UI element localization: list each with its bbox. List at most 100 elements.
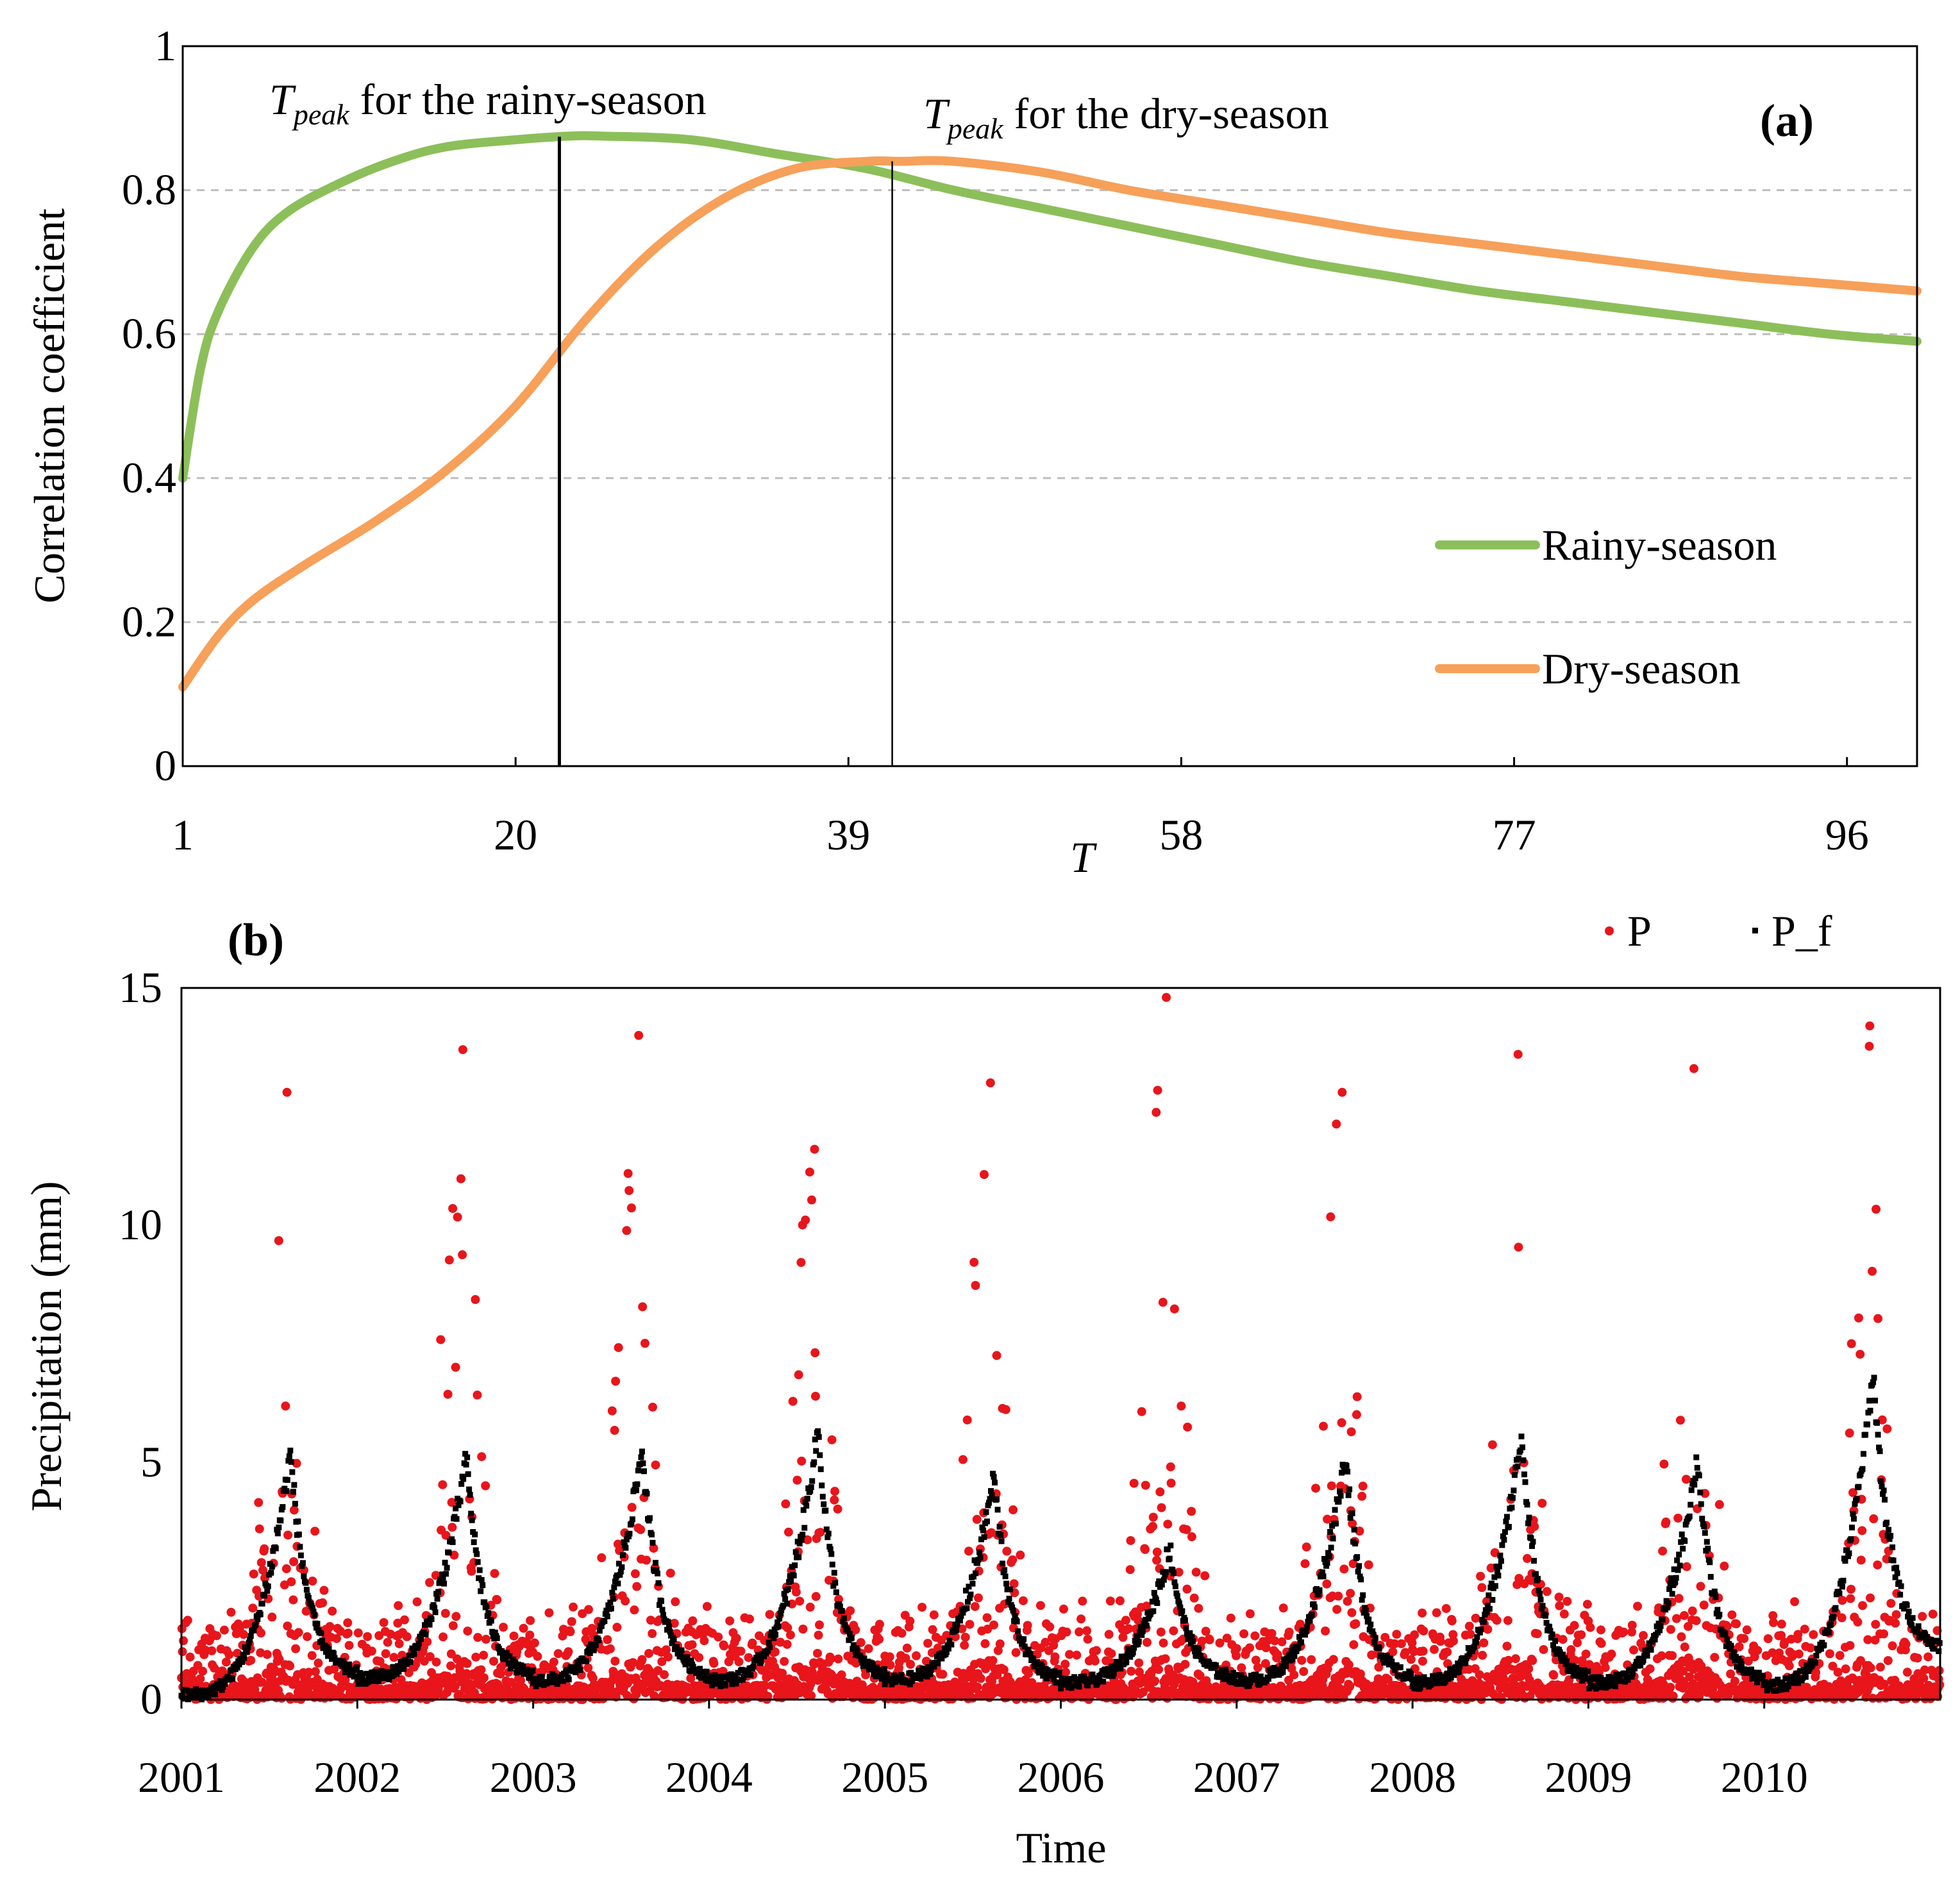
pf-point [295,1518,301,1525]
p-point [1539,1644,1548,1654]
pf-point [1328,1544,1334,1551]
panel-a-x-tick-label: 96 [1825,810,1869,859]
pf-point [984,1518,991,1525]
panel-a-chart: 1 20 39 58 77 96 00.20.40.60.81 (a) T Correla… [25,21,1922,882]
pf-point [816,1434,822,1440]
pf-point [303,1587,310,1593]
pf-point [1330,1535,1336,1542]
pf-point [1123,1659,1130,1666]
p-point [1326,1212,1336,1222]
p-point [875,1634,884,1644]
p-point [1166,1462,1175,1471]
p-point [1001,1405,1010,1414]
p-point [1668,1651,1677,1660]
p-point [1078,1596,1087,1606]
p-point [282,1087,292,1097]
p-point [448,1621,458,1630]
p-point [519,1623,528,1633]
p-point [1002,1546,1012,1556]
pf-point [976,1549,982,1555]
pf-point [1376,1645,1382,1652]
p-point [724,1657,733,1666]
pf-point [423,1631,429,1637]
pf-point [287,1447,294,1453]
p-point [1148,1521,1158,1531]
p-point [289,1595,298,1605]
legend-dry-label: Dry-season [1542,644,1741,693]
p-point [1299,1667,1309,1677]
pf-point [434,1596,440,1602]
p-point [803,1535,812,1544]
p-point [607,1406,617,1416]
p-point [1559,1609,1569,1619]
pf-point [817,1452,823,1459]
pf-point [804,1496,810,1502]
p-point [1352,1392,1362,1401]
p-point [1311,1484,1321,1493]
p-point [283,1621,292,1631]
p-point [453,1212,462,1222]
p-point [1923,1652,1933,1662]
p-point [1163,1519,1173,1529]
p-point [440,1609,450,1618]
p-point [239,1630,248,1639]
p-point [394,1601,403,1610]
p-point [1187,1532,1196,1542]
p-point [436,1335,446,1344]
p-point [438,1480,448,1489]
p-point [277,1693,287,1703]
p-point [525,1630,535,1640]
pf-point [819,1493,826,1500]
pf-point [748,1672,754,1678]
p-point [446,1661,456,1671]
p-point [646,1616,655,1625]
p-point [331,1634,341,1643]
pf-point [1150,1608,1157,1614]
panel-a-x-ticks: 1 20 39 58 77 96 [172,757,1869,859]
pf-point [634,1481,641,1487]
p-point [439,1632,448,1642]
p-point [651,1460,660,1470]
pf-point [808,1484,814,1491]
p-point [262,1650,272,1659]
pf-point [472,1531,478,1537]
p-point [588,1673,598,1683]
p-point [530,1638,539,1648]
pf-point [953,1627,959,1634]
pf-point [458,1481,465,1487]
p-point [353,1628,363,1638]
p-point [274,1655,284,1664]
p-point [1838,1596,1847,1605]
p-point [1183,1422,1193,1432]
pf-point [792,1562,798,1569]
p-point [671,1597,680,1607]
pf-point [446,1550,452,1556]
p-point [766,1670,776,1680]
p-point [294,1628,303,1637]
p-point [281,1564,291,1573]
pf-point [1397,1664,1403,1670]
pf-point [596,1637,602,1644]
pf-point [811,1459,817,1466]
p-point [425,1578,435,1587]
pf-point [788,1578,794,1584]
p-point [1871,1619,1880,1629]
p-point [1627,1620,1637,1630]
p-point [917,1602,927,1612]
pf-point [1360,1592,1366,1598]
p-point [1805,1643,1815,1653]
p-point [969,1257,979,1267]
p-point [995,1639,1005,1649]
pf-point [488,1618,494,1624]
pf-point [1076,1684,1082,1690]
p-point [660,1670,669,1680]
p-point [379,1618,389,1627]
p-point [642,1555,651,1565]
pf-point [659,1607,666,1613]
p-point [289,1557,299,1566]
p-point [1503,1616,1512,1625]
p-point [1392,1630,1402,1639]
p-point [381,1649,390,1659]
panel-a-y-tick-label: 0.8 [122,165,176,214]
p-point [1854,1313,1863,1323]
